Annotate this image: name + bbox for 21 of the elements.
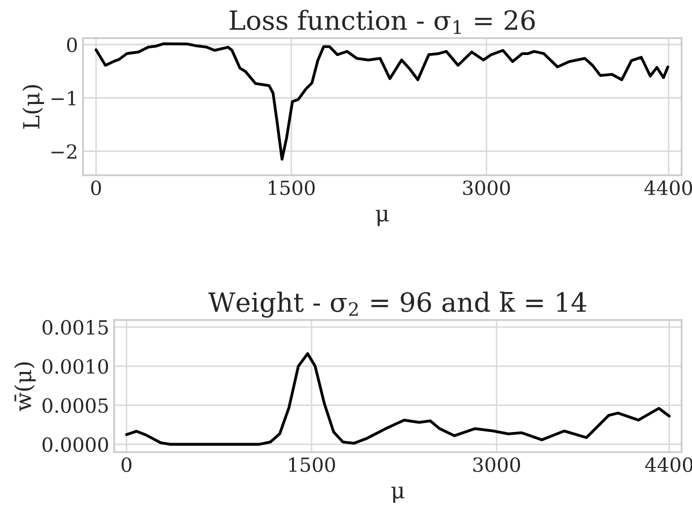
y-tick-label: 0 [67, 37, 77, 52]
y-axis-title: L(μ) [22, 85, 44, 129]
x-tick-label: 3000 [473, 457, 520, 472]
y-tick-label: 0.0015 [42, 320, 108, 335]
chart-title: Loss function - σ$_{1}$ = 26 [230, 10, 535, 34]
x-tick-label: 0 [122, 457, 132, 472]
chart-title: Weight - σ$_{2}$ = 96 and k̄ = 14 [208, 292, 586, 318]
x-tick-label: 3000 [463, 180, 510, 196]
x-tick-label: 4400 [644, 180, 692, 196]
x-axis-title: μ [391, 486, 404, 503]
x-tick-label: 1500 [268, 180, 315, 196]
y-tick-label: −1 [52, 90, 76, 106]
y-tick-label: −2 [52, 144, 76, 159]
x-tick-label: 1500 [289, 457, 335, 472]
line-series [125, 352, 671, 446]
y-tick-label: 0.0000 [42, 437, 108, 452]
y-tick-label: 0.0010 [42, 359, 108, 374]
x-axis-title: μ [376, 210, 389, 226]
y-axis-title: w̄(μ) [14, 362, 36, 412]
y-tick-label: 0.0005 [42, 398, 108, 413]
line-series [94, 42, 670, 161]
